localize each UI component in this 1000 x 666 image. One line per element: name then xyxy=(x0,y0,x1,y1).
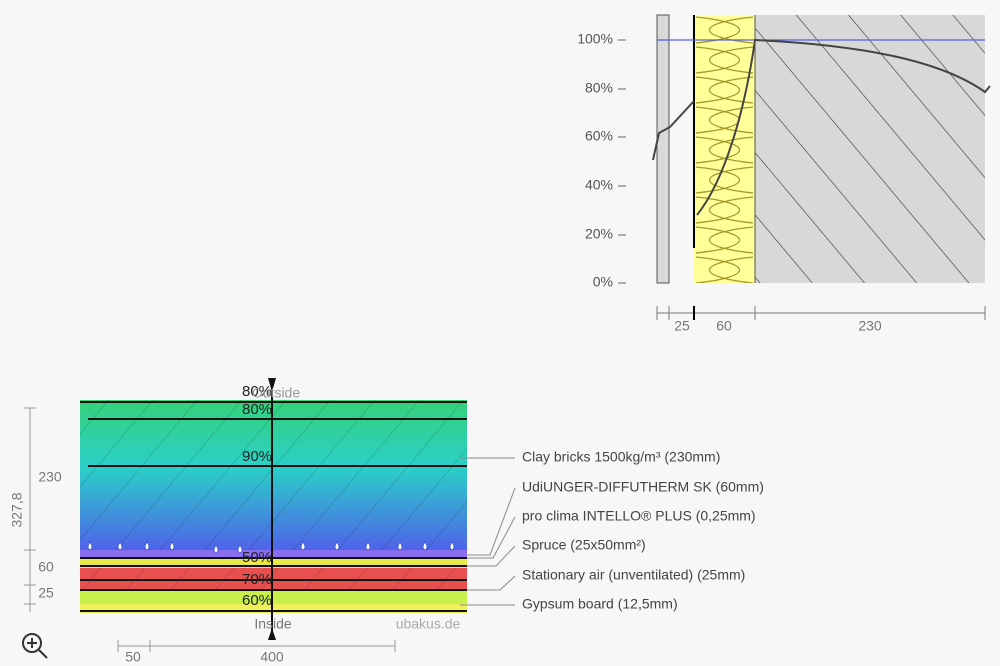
humidity-curve xyxy=(652,100,695,161)
humidity-curve xyxy=(696,38,991,216)
dimension-label: 400 xyxy=(260,649,284,665)
spruce-layer xyxy=(80,558,467,568)
isoline-label: 60% xyxy=(242,592,272,609)
gypsum-layer xyxy=(80,604,467,613)
humidity-chart: 100% 80% 60% 40% 20% 0% 25 60 230 xyxy=(577,14,991,334)
isoline-label: 70% xyxy=(242,571,272,588)
y-tick-label: 0% xyxy=(593,274,613,290)
y-tick-label: 20% xyxy=(585,226,613,242)
dimension-label: 25 xyxy=(674,318,690,334)
brick-hatch xyxy=(755,15,985,283)
y-tick-label: 40% xyxy=(585,177,613,193)
y-tick-label: 80% xyxy=(585,80,613,96)
wall-section: 80% Outside 80% 90% 50% 70% 60% Inside u… xyxy=(9,378,764,665)
layer-label: pro clima INTELLO® PLUS (0,25mm) xyxy=(522,508,756,524)
zoom-button[interactable] xyxy=(22,633,48,659)
dimension-label: 60 xyxy=(38,559,54,575)
outside-label: Outside xyxy=(252,385,300,401)
air-layer xyxy=(80,590,467,604)
isoline-label: 50% xyxy=(242,549,272,566)
dimension-label: 25 xyxy=(38,585,54,601)
watermark: ubakus.de xyxy=(396,616,461,632)
plaster-layer xyxy=(656,14,670,284)
y-tick-label: 60% xyxy=(585,128,613,144)
inside-label: Inside xyxy=(254,616,292,632)
membrane-layer xyxy=(80,550,467,558)
dimension-label: 230 xyxy=(38,469,62,485)
isoline-label: 80% xyxy=(242,401,272,418)
dimension-label: 60 xyxy=(716,318,732,334)
layer-label: Stationary air (unventilated) (25mm) xyxy=(522,567,745,583)
layer-label: Clay bricks 1500kg/m³ (230mm) xyxy=(522,449,720,465)
layer-label: Gypsum board (12,5mm) xyxy=(522,596,678,612)
dimension-label: 50 xyxy=(125,649,141,665)
layer-label: Spruce (25x50mm²) xyxy=(522,537,646,553)
insulation-pattern xyxy=(694,15,755,283)
dimension-label: 230 xyxy=(858,318,882,334)
dimension-label: 327,8 xyxy=(9,492,25,527)
y-tick-label: 100% xyxy=(577,31,613,47)
isoline-label: 90% xyxy=(242,448,272,465)
brick-hatch xyxy=(80,400,467,550)
layer-label: UdiUNGER-DIFFUTHERM SK (60mm) xyxy=(522,479,764,495)
isoline-label: 80% xyxy=(242,383,272,400)
